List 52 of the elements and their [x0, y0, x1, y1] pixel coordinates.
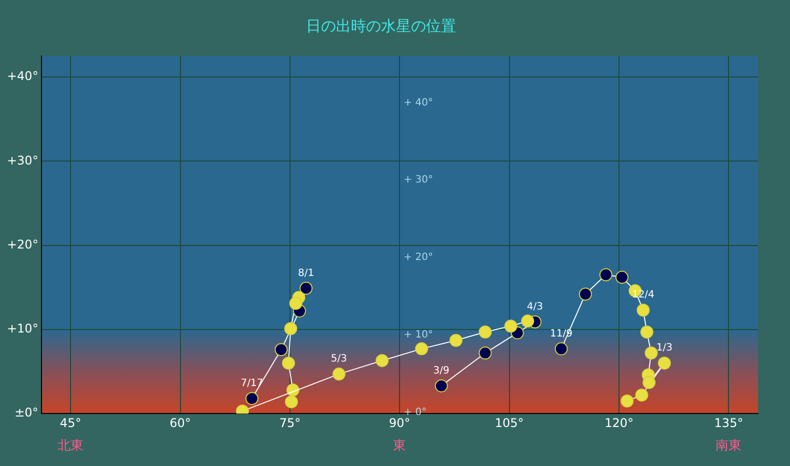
- annotation: 4/3: [526, 301, 543, 312]
- point: [644, 346, 658, 360]
- point: [615, 270, 628, 284]
- point: [642, 376, 656, 389]
- text: 北東: [58, 438, 84, 454]
- point: [658, 356, 671, 370]
- x-tick-label: 75°: [279, 416, 301, 430]
- point: [415, 342, 428, 356]
- point: [620, 394, 634, 408]
- point: [635, 388, 648, 402]
- annotation: 3/9: [433, 365, 450, 376]
- y2-tick-label: + 40°: [404, 97, 433, 108]
- x-tick-label: 45°: [60, 416, 82, 430]
- text: 東: [393, 438, 406, 454]
- annotation: 1/3: [656, 342, 672, 354]
- point: [289, 296, 302, 310]
- x-tick-label: 90°: [389, 416, 410, 430]
- point: [300, 282, 313, 295]
- point: [376, 354, 389, 368]
- x-tick-label: 105°: [494, 416, 524, 430]
- y-tick-label: +30°: [6, 153, 38, 168]
- point: [521, 314, 534, 328]
- x-tick-label: 135°: [714, 416, 744, 430]
- point: [478, 346, 492, 360]
- annotation: 8/1: [298, 268, 314, 279]
- point: [332, 368, 346, 381]
- point: [274, 343, 288, 356]
- y2-tick-label: + 10°: [404, 329, 433, 340]
- point: [434, 379, 448, 392]
- y2-tick-label: + 30°: [404, 174, 433, 186]
- x-tick-label: 120°: [604, 416, 634, 430]
- point: [284, 395, 298, 408]
- point: [284, 322, 298, 336]
- point: [478, 325, 492, 338]
- x-tick-label: 60°: [170, 416, 191, 430]
- y2-tick-label: + 20°: [404, 252, 433, 264]
- annotation: 5/3: [330, 354, 348, 365]
- point: [599, 268, 612, 282]
- point: [282, 356, 296, 370]
- point: [504, 320, 518, 333]
- point: [245, 392, 258, 405]
- point: [640, 325, 654, 338]
- y-tick-label: +20°: [6, 237, 38, 252]
- point: [578, 288, 592, 301]
- point: [554, 342, 568, 356]
- point: [636, 304, 650, 317]
- y-tick-label: ±0°: [14, 406, 38, 420]
- point: [449, 334, 462, 347]
- chart-title: 日の出時の水星の位置: [306, 16, 456, 35]
- text: 南東: [716, 438, 742, 454]
- y-tick-label: +40°: [6, 69, 38, 84]
- y-tick-label: +10°: [6, 322, 38, 336]
